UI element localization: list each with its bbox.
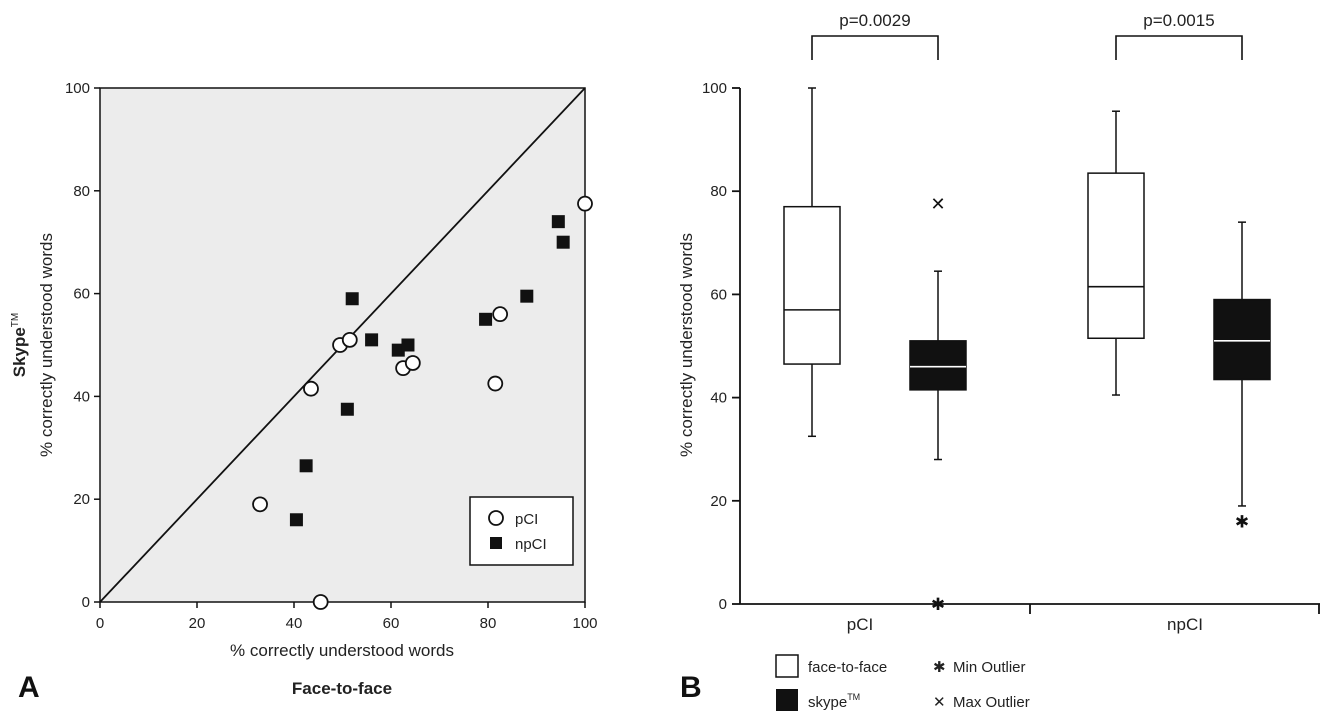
significance-bracket <box>811 35 939 60</box>
legend-swatch-face-to-face <box>775 654 799 678</box>
point-pci <box>492 306 509 323</box>
point-npci <box>340 402 354 416</box>
scatter-x-tick-label: 20 <box>189 615 206 632</box>
legend-label-npci: npCI <box>515 536 547 553</box>
point-npci <box>345 292 359 306</box>
scatter-legend: pCI npCI <box>469 496 574 566</box>
point-pci <box>252 496 268 513</box>
scatter-y-tick-label: 20 <box>73 491 90 508</box>
min-outlier: ✱ <box>931 595 945 615</box>
boxplot-y-tick-label: 0 <box>719 596 727 613</box>
scatter-x-tick-label: 80 <box>480 615 497 632</box>
legend-swatch-skype <box>776 689 798 711</box>
scatter-y-axis-label: % correctly understood words <box>37 233 56 457</box>
panel-label-a: A <box>18 671 40 704</box>
legend-label-pci: pCI <box>515 511 538 528</box>
box-skype-pci: ✕✱ <box>909 194 967 615</box>
scatter-y-axis-title-sup: TM <box>10 313 21 327</box>
point-npci <box>479 312 493 326</box>
box-iqr <box>1213 298 1271 381</box>
min-outlier: ✱ <box>1235 512 1249 532</box>
point-pci <box>487 375 504 392</box>
significance-bracket <box>1115 35 1243 60</box>
category-label-pci: pCI <box>847 615 873 634</box>
scatter-x-axis-label: % correctly understood words <box>230 641 454 660</box>
scatter-legend-box <box>469 496 574 566</box>
point-pci <box>341 331 358 348</box>
scatter-x-tick-label: 0 <box>96 615 104 632</box>
point-npci <box>401 338 415 352</box>
scatter-panel: 0 20 40 60 80 100 0 20 40 60 80 100 pCI npCI % corr… <box>10 80 598 704</box>
boxplot-y-tick-label: 100 <box>702 80 727 97</box>
scatter-axes-ticks: 0 20 40 60 80 100 0 20 40 60 80 100 <box>65 80 598 632</box>
box-face-to-face-pci <box>783 87 841 438</box>
box-iqr <box>1087 172 1145 340</box>
point-npci <box>556 235 570 249</box>
point-pci <box>303 380 319 397</box>
legend-marker-pci <box>488 510 504 526</box>
box-skype-npci: ✱ <box>1213 221 1271 532</box>
box-iqr <box>909 340 967 391</box>
significance-brackets: p=0.0029 p=0.0015 <box>811 11 1243 60</box>
scatter-y-axis-title-main: Skype <box>10 327 29 377</box>
legend-label-face-to-face: face-to-face <box>808 659 887 676</box>
point-pci <box>312 594 329 610</box>
boxplot-y-axis-label: % correctly understood words <box>677 233 696 457</box>
boxplot-y-tick-label: 60 <box>710 286 727 303</box>
scatter-x-tick-label: 100 <box>572 615 597 632</box>
point-npci <box>289 513 303 527</box>
point-npci <box>299 459 313 473</box>
box-face-to-face-npci <box>1087 110 1145 396</box>
point-pci <box>404 355 421 371</box>
scatter-y-axis-title: SkypeTM <box>10 313 29 378</box>
boxplot-y-ticks: 0 20 40 60 80 100 <box>702 80 740 613</box>
scatter-y-tick-label: 40 <box>73 388 90 405</box>
significance-npci: p=0.0015 <box>1115 11 1243 60</box>
max-outlier: ✕ <box>930 194 945 215</box>
legend-label-skype-sup: TM <box>847 692 860 702</box>
boxplot-y-tick-label: 20 <box>710 493 727 510</box>
significance-label: p=0.0029 <box>839 11 910 30</box>
legend-max-outlier-label: Max Outlier <box>953 694 1030 711</box>
scatter-y-tick-label: 0 <box>82 594 90 611</box>
scatter-x-axis-title: Face-to-face <box>292 679 392 698</box>
category-label-npci: npCI <box>1167 615 1203 634</box>
point-npci <box>365 333 379 347</box>
boxplot-y-tick-label: 80 <box>710 183 727 200</box>
legend-label-skype: skypeTM <box>808 692 860 711</box>
legend-min-outlier-label: Min Outlier <box>953 659 1026 676</box>
legend-label-skype-main: skype <box>808 694 847 711</box>
legend-max-outlier-symbol: ✕ <box>933 694 946 711</box>
scatter-points <box>252 195 593 610</box>
boxplot-boxes: ✕✱✱ <box>783 87 1271 615</box>
point-npci <box>520 289 534 303</box>
legend-marker-npci <box>490 537 502 549</box>
point-pci <box>577 195 593 212</box>
scatter-y-tick-label: 60 <box>73 286 90 303</box>
significance-label: p=0.0015 <box>1143 11 1214 30</box>
significance-pci: p=0.0029 <box>811 11 939 60</box>
scatter-x-tick-label: 60 <box>383 615 400 632</box>
box-iqr <box>783 205 841 365</box>
legend-min-outlier-symbol: ✱ <box>933 659 946 676</box>
boxplot-y-tick-label: 40 <box>710 390 727 407</box>
boxplot-legend: face-to-face skypeTM ✱ Min Outlier ✕ Max… <box>775 654 1030 711</box>
scatter-y-tick-label: 100 <box>65 80 90 97</box>
point-npci <box>551 215 565 229</box>
panel-label-b: B <box>680 671 702 704</box>
scatter-y-tick-label: 80 <box>73 183 90 200</box>
scatter-x-tick-label: 40 <box>286 615 303 632</box>
